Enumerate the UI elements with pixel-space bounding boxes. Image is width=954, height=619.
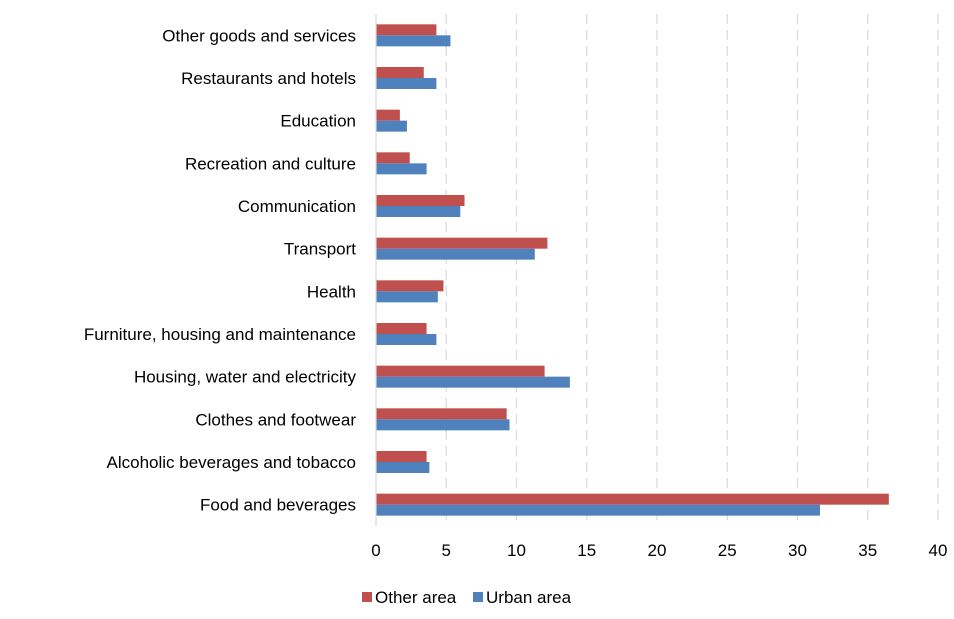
- bar-other-area: [376, 24, 437, 36]
- category-label: Transport: [284, 240, 356, 259]
- x-tick-label: 30: [788, 541, 807, 560]
- bar-other-area: [376, 451, 427, 462]
- legend-swatch: [362, 592, 372, 602]
- bar-urban-area: [376, 35, 451, 47]
- bar-other-area: [376, 408, 507, 420]
- category-label: Clothes and footwear: [195, 410, 356, 429]
- legend-label: Other area: [375, 588, 457, 607]
- bar-other-area: [376, 67, 424, 78]
- category-label: Education: [280, 112, 356, 131]
- bar-urban-area: [376, 78, 437, 89]
- legend-label: Urban area: [486, 588, 572, 607]
- legend-swatch: [473, 592, 483, 602]
- legend: Other area Urban area: [362, 588, 572, 607]
- bar-urban-area: [376, 206, 461, 217]
- category-label: Other goods and services: [162, 26, 356, 45]
- bar-urban-area: [376, 462, 430, 473]
- bar-urban-area: [376, 248, 535, 260]
- x-tick-label: 5: [442, 541, 451, 560]
- x-tick-label: 0: [371, 541, 380, 560]
- bar-other-area: [376, 109, 400, 121]
- bars: [376, 24, 889, 516]
- x-tick-labels: 0 5 10 15 20 25 30 35 40: [371, 541, 947, 560]
- category-label: Communication: [238, 197, 356, 216]
- bar-other-area: [376, 152, 410, 164]
- bar-other-area: [376, 280, 444, 292]
- category-label: Furniture, housing and maintenance: [84, 325, 356, 344]
- bar-other-area: [376, 237, 548, 249]
- category-label: Housing, water and electricity: [134, 368, 357, 387]
- bar-other-area: [376, 323, 427, 334]
- bar-urban-area: [376, 163, 427, 175]
- bar-urban-area: [376, 504, 820, 516]
- category-label: Health: [307, 282, 356, 301]
- x-tick-label: 20: [648, 541, 667, 560]
- bar-other-area: [376, 365, 545, 377]
- x-tick-label: 10: [507, 541, 526, 560]
- bar-urban-area: [376, 291, 438, 303]
- bar-urban-area: [376, 334, 437, 345]
- category-labels: Food and beverages Alcoholic beverages an…: [84, 26, 357, 514]
- category-label: Restaurants and hotels: [181, 69, 356, 88]
- x-tick-label: 15: [577, 541, 596, 560]
- bar-urban-area: [376, 120, 407, 132]
- bar-other-area: [376, 195, 465, 206]
- x-tick-label: 40: [929, 541, 948, 560]
- x-tick-label: 25: [718, 541, 737, 560]
- category-label: Recreation and culture: [185, 154, 356, 173]
- gridlines: [445, 14, 939, 526]
- bar-urban-area: [376, 419, 510, 431]
- bar-urban-area: [376, 376, 570, 388]
- bar-other-area: [376, 493, 889, 505]
- category-label: Alcoholic beverages and tobacco: [107, 453, 357, 472]
- category-label: Food and beverages: [200, 496, 356, 515]
- x-tick-label: 35: [858, 541, 877, 560]
